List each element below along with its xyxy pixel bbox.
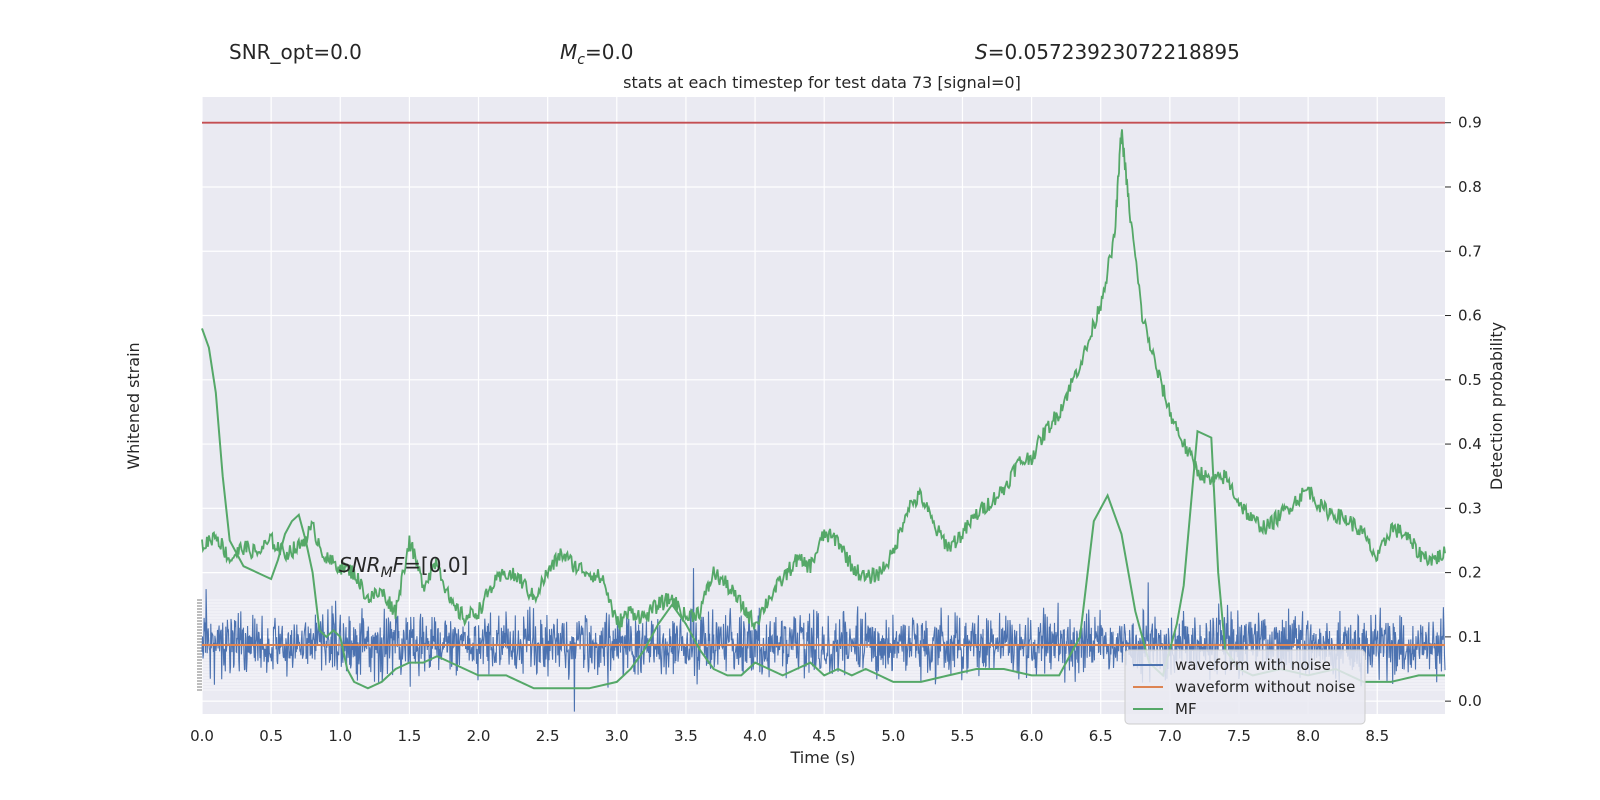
x-tick-label: 1.5 (397, 727, 421, 745)
y-tick-label: 0.9 (1458, 114, 1482, 132)
plot-area (197, 97, 1446, 714)
series-layer (201, 121, 1446, 712)
legend: waveform with noise waveform without noi… (1124, 649, 1366, 725)
y-tick-label: 0.8 (1458, 178, 1482, 196)
x-tick-label: 4.0 (743, 727, 767, 745)
x-tick-label: 0.5 (259, 727, 283, 745)
x-tick-labels: 0.0 0.5 1.0 1.5 2.0 2.5 3.0 3.5 4.0 4.5 5.0 5.5 6.0 6… (190, 727, 1389, 745)
y-tick-label: 0.0 (1458, 692, 1482, 710)
x-tick-label: 7.5 (1227, 727, 1251, 745)
x-tick-label: 2.0 (467, 727, 491, 745)
y-tick-label: 0.5 (1458, 371, 1482, 389)
x-tick-label: 6.5 (1089, 727, 1113, 745)
y-tick-label: 0.7 (1458, 242, 1482, 260)
x-axis-label: Time (s) (789, 748, 855, 767)
legend-label-mf: MF (1175, 700, 1197, 718)
x-tick-label: 3.5 (674, 727, 698, 745)
x-tick-label: 5.5 (951, 727, 975, 745)
x-tick-label: 7.0 (1158, 727, 1182, 745)
series-mf (201, 328, 1445, 690)
x-tick-label: 6.0 (1020, 727, 1044, 745)
chirp-mass-label: Mc=0.0 (560, 40, 634, 68)
x-tick-label: 5.0 (881, 727, 905, 745)
snr-mf-label: SNRMF=[0.0] (339, 553, 468, 581)
y-tick-label: 0.2 (1458, 564, 1482, 582)
x-tick-label: 0.0 (190, 727, 214, 745)
y-tick-label: 0.6 (1458, 307, 1482, 325)
x-tick-label: 2.5 (536, 727, 560, 745)
y-tick-label: 0.4 (1458, 435, 1482, 453)
legend-label-clean: waveform without noise (1175, 678, 1355, 696)
x-tick-label: 1.0 (328, 727, 352, 745)
x-tick-label: 8.5 (1365, 727, 1389, 745)
snr-opt-label: SNR_opt=0.0 (229, 40, 362, 64)
s-stat-label: S=0.05723923072218895 (975, 40, 1240, 64)
chart-title: stats at each timestep for test data 73 … (623, 73, 1021, 92)
y-tick-label: 0.1 (1458, 628, 1482, 646)
y-tick-label: 0.3 (1458, 499, 1482, 517)
x-tick-label: 3.0 (605, 727, 629, 745)
y-tick-labels: 0.0 0.1 0.2 0.3 0.4 0.5 0.6 0.7 0.8 0.9 (1445, 114, 1482, 710)
x-tick-label: 8.0 (1296, 727, 1320, 745)
y-axis-label-left: Whitened strain (124, 342, 143, 469)
series-detection-probability (201, 129, 1446, 632)
series-waveform-with-noise (201, 568, 1446, 712)
legend-box (1124, 649, 1366, 725)
legend-label-noise: waveform with noise (1175, 656, 1331, 674)
x-tick-label: 4.5 (812, 727, 836, 745)
y-axis-label-right: Detection probability (1487, 322, 1506, 490)
